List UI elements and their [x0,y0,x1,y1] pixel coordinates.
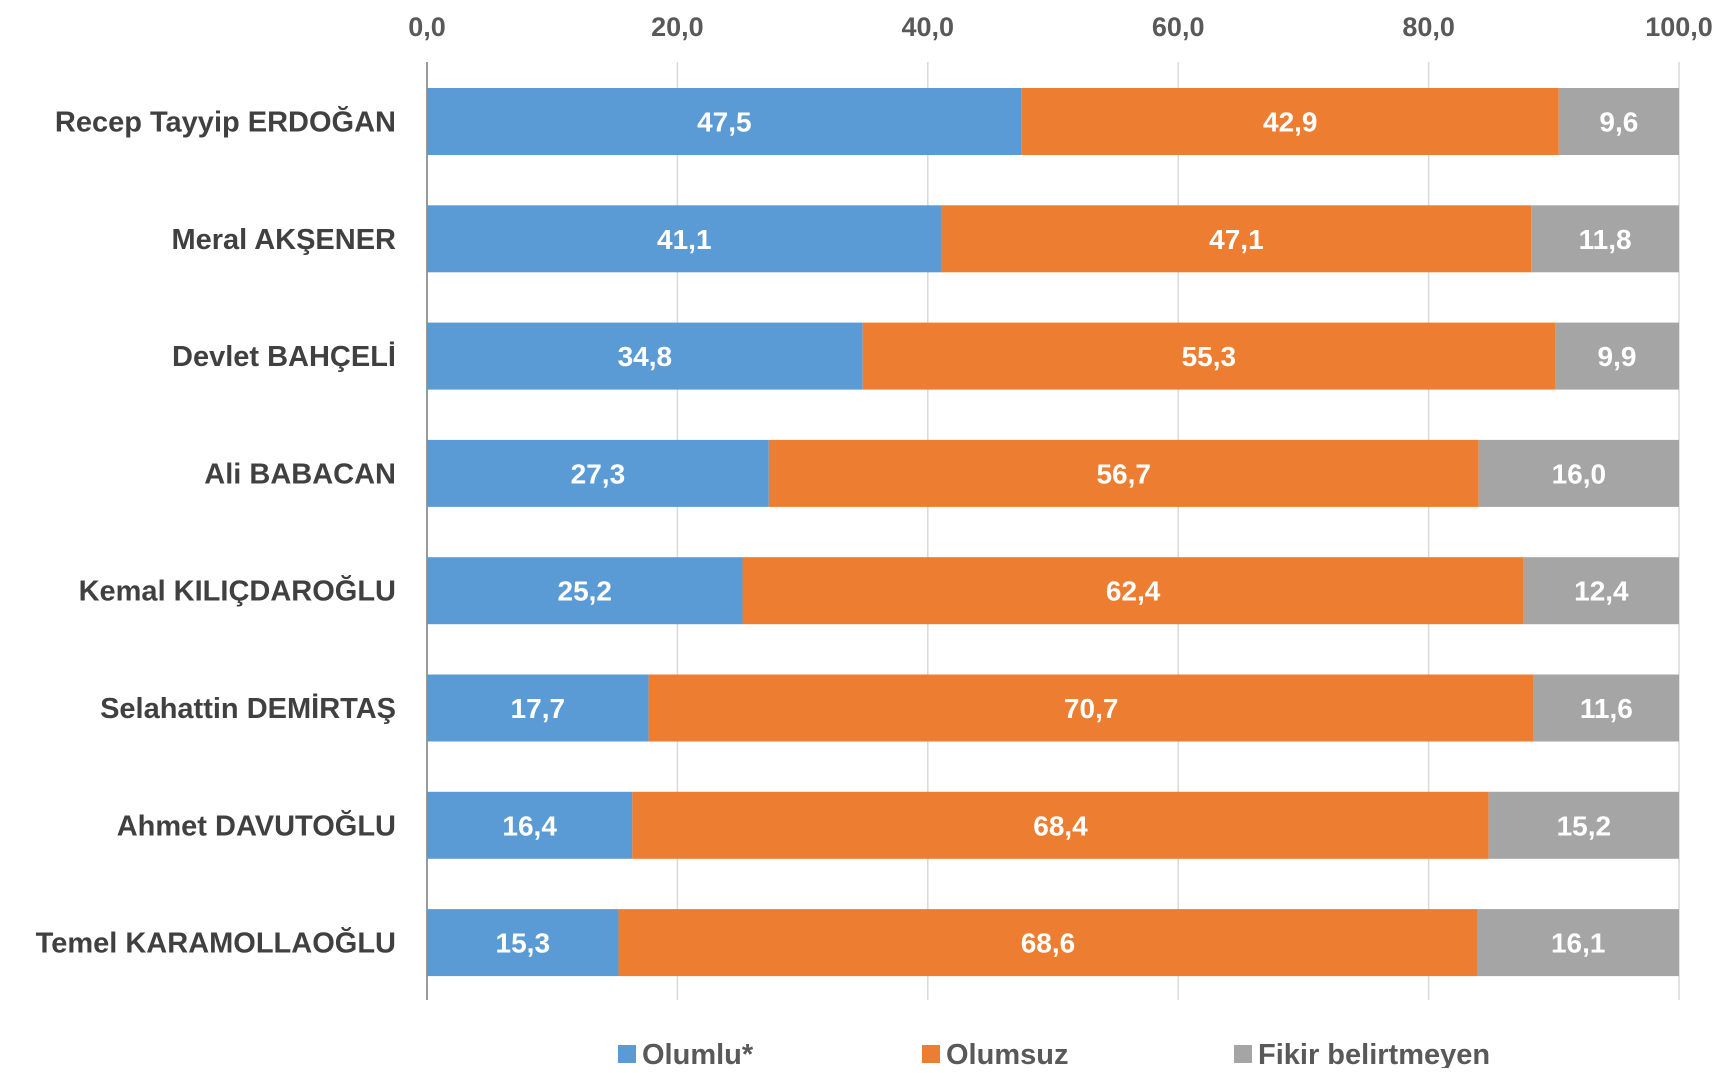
bar-segment [742,557,1524,625]
bar-segment [1555,322,1679,390]
data-label: 9,6 [1599,107,1638,138]
data-label: 15,3 [496,928,551,959]
bar-segment [941,205,1532,273]
data-label: 9,9 [1598,341,1637,372]
data-label: 47,1 [1209,224,1264,255]
x-tick-label: 60,0 [1152,12,1205,42]
x-tick-label: 40,0 [902,12,955,42]
x-tick-label: 80,0 [1402,12,1455,42]
category-label: Temel KARAMOLLAOĞLU [36,926,396,960]
data-label: 16,4 [502,810,557,841]
bar-segment [1558,88,1679,155]
bar-segment [427,557,743,625]
data-label: 70,7 [1064,693,1119,724]
bar-segment [768,439,1479,507]
legend-label: Fikir belirtmeyen [1258,1039,1490,1068]
legend-swatch [618,1045,636,1063]
x-tick-label: 0,0 [408,12,446,42]
category-label: Recep Tayyip ERDOĞAN [55,105,396,139]
data-label: 42,9 [1263,107,1318,138]
bar-segment [1523,557,1679,625]
data-label: 41,1 [657,224,712,255]
category-label: Ali BABACAN [204,458,396,490]
data-label: 15,2 [1557,810,1612,841]
bars: 47,5 42,9 9,6 41,1 47,1 11,8 34,8 55,3 9,9 27,3 56… [427,88,1679,977]
bar-segment [1021,88,1559,155]
data-label: 68,6 [1021,928,1076,959]
bar-segment [427,791,633,859]
data-label: 55,3 [1182,341,1237,372]
x-tick-label: 20,0 [651,12,704,42]
category-label: Kemal KILIÇDAROĞLU [79,574,396,608]
bar-segment [427,439,769,507]
data-label: 68,4 [1033,810,1088,841]
bar-segment [1531,205,1679,273]
data-label: 25,2 [558,576,613,607]
data-label: 34,8 [618,341,673,372]
bar-segment [632,791,1489,859]
bar-segment [427,205,942,273]
data-label: 16,1 [1551,928,1606,959]
bar-segment [427,322,863,390]
data-label: 47,5 [697,107,752,138]
bar-segment [1477,909,1679,977]
bar-segment [427,674,649,742]
data-label: 17,7 [511,693,566,724]
bar-segment [427,88,1022,155]
legend-swatch [922,1045,940,1063]
data-label: 11,8 [1579,224,1632,255]
data-label: 16,0 [1552,458,1607,489]
y-axis-categories: Recep Tayyip ERDOĞAN Meral AKŞENER Devlet … [36,105,396,960]
data-label: 56,7 [1096,458,1151,489]
legend-label: Olumsuz [946,1039,1068,1068]
category-label: Selahattin DEMİRTAŞ [100,693,396,725]
bar-segment [862,322,1556,390]
x-axis-ticks: 0,0 20,0 40,0 60,0 80,0 100,0 [408,12,1713,42]
x-tick-label: 100,0 [1645,12,1713,42]
bar-segment [618,909,1478,977]
legend-swatch [1234,1045,1252,1063]
data-label: 62,4 [1106,576,1161,607]
bar-segment [648,674,1534,742]
data-label: 27,3 [571,458,626,489]
data-label: 12,4 [1574,576,1629,607]
gridlines [426,62,1680,1000]
category-label: Meral AKŞENER [171,224,396,256]
bar-segment [1488,791,1679,859]
bar-segment [427,909,619,977]
category-label: Ahmet DAVUTOĞLU [117,808,396,842]
bar-segment [1533,674,1679,742]
legend-label: Olumlu* [642,1039,754,1068]
data-label: 11,6 [1580,693,1633,724]
category-label: Devlet BAHÇELİ [172,341,396,373]
legend: Olumlu* Olumsuz Fikir belirtmeyen [618,1039,1490,1071]
bar-segment [1478,439,1679,507]
